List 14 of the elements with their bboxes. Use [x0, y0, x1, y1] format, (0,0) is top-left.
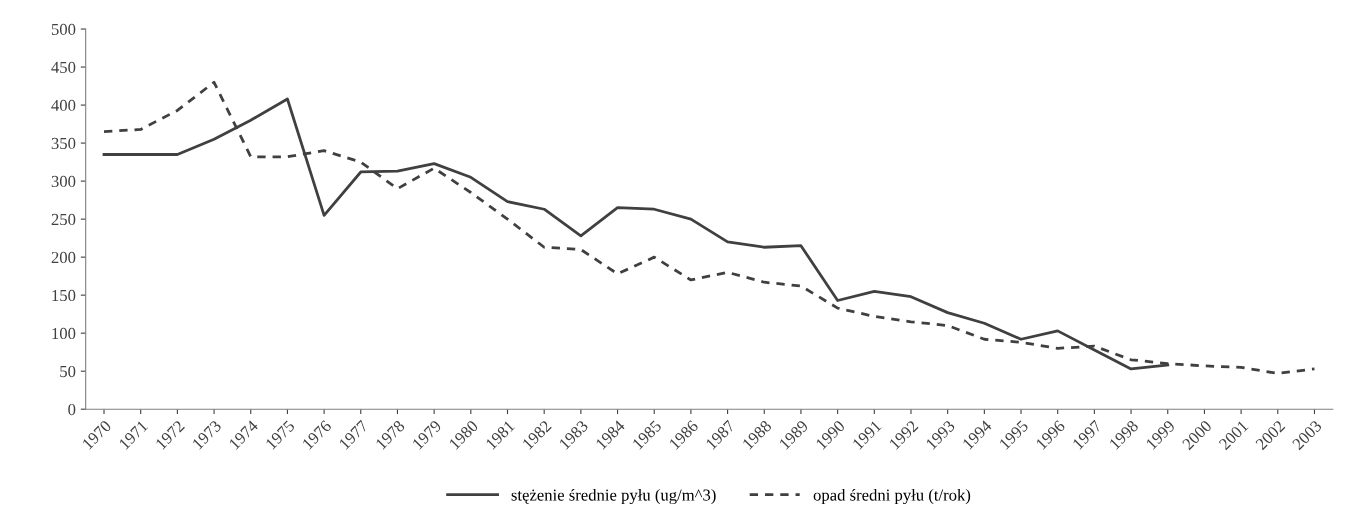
y-tick-label: 350 — [51, 137, 76, 150]
legend-label: opad średni pyłu (t/rok) — [813, 488, 971, 505]
y-tick-label: 50 — [60, 365, 76, 378]
y-tick-label: 250 — [51, 213, 76, 226]
y-tick-label: 400 — [51, 99, 76, 112]
legend-label: stężenie średnie pyłu (ug/m^3) — [511, 488, 716, 505]
y-tick-label: 200 — [51, 251, 76, 264]
y-tick-label: 100 — [52, 327, 76, 340]
line-series — [102, 80, 1316, 375]
y-tick-label: 500 — [51, 23, 76, 35]
y-tick-label: 300 — [51, 175, 76, 188]
y-tick-label: 450 — [51, 61, 76, 73]
y-tick-label: 0 — [68, 403, 76, 416]
y-tick-label: 150 — [52, 289, 76, 302]
